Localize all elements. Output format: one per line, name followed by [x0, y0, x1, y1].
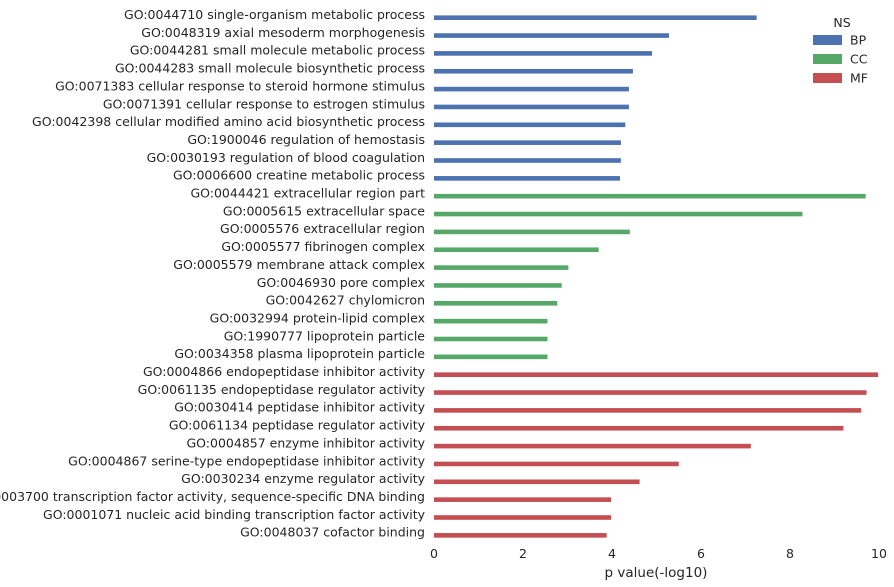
bar-20 — [434, 354, 548, 360]
category-label-5: GO:0071383 cellular response to steroid … — [55, 78, 425, 93]
legend-swatch-mf — [813, 73, 842, 83]
category-label-28: GO:0003700 transcription factor activity… — [0, 489, 425, 504]
legend-label-mf: MF — [850, 71, 868, 86]
legend-label-cc: CC — [850, 52, 868, 67]
category-label-1: GO:0044710 single-organism metabolic pro… — [124, 7, 425, 22]
bar-14 — [434, 247, 599, 253]
category-label-2: GO:0048319 axial mesoderm morphogenesis — [141, 25, 425, 40]
legend: NS BP CC MF — [813, 15, 868, 86]
legend-swatch-cc — [813, 54, 842, 64]
bar-4 — [434, 68, 633, 74]
bar-25 — [434, 443, 751, 449]
category-label-25: GO:0004857 enzyme inhibitor activity — [186, 435, 425, 450]
category-label-27: GO:0030234 enzyme regulator activity — [181, 471, 425, 486]
legend-entries-group: BP CC MF — [813, 33, 868, 86]
category-label-17: GO:0042627 chylomicron — [266, 293, 425, 308]
x-tick-label-1: 0 — [430, 546, 438, 561]
category-label-23: GO:0030414 peptidase inhibitor activity — [174, 400, 425, 415]
x-tick-label-3: 4 — [608, 546, 616, 561]
category-label-7: GO:0042398 cellular modified amino acid … — [32, 114, 425, 129]
bar-22 — [434, 390, 867, 395]
bar-16 — [434, 283, 562, 288]
bars-group — [434, 15, 879, 538]
x-tick-label-6: 10 — [871, 546, 887, 561]
bar-18 — [434, 318, 548, 324]
bar-17 — [434, 301, 558, 306]
category-label-6: GO:0071391 cellular response to estrogen… — [103, 96, 425, 111]
x-axis-ticks-group: 0 2 4 6 8 10 — [430, 546, 887, 561]
x-tick-label-4: 6 — [697, 546, 705, 561]
bar-3 — [434, 51, 653, 56]
category-label-20: GO:0034358 plasma lipoprotein particle — [174, 346, 425, 361]
bar-9 — [434, 158, 621, 163]
category-label-9: GO:0030193 regulation of blood coagulati… — [147, 150, 425, 165]
legend-title: NS — [833, 15, 850, 30]
category-label-30: GO:0048037 cofactor binding — [240, 525, 425, 540]
category-label-16: GO:0046930 pore complex — [257, 275, 425, 290]
bar-27 — [434, 479, 640, 485]
bar-29 — [434, 515, 612, 520]
category-label-21: GO:0004866 endopeptidase inhibitor activ… — [143, 364, 426, 379]
bar-2 — [434, 33, 669, 38]
category-label-22: GO:0061135 endopeptidase regulator activ… — [138, 382, 426, 397]
x-tick-label-2: 2 — [519, 546, 527, 561]
x-tick-label-5: 8 — [786, 546, 794, 561]
bar-26 — [434, 461, 679, 467]
bar-13 — [434, 229, 630, 235]
category-label-13: GO:0005576 extracellular region — [220, 221, 425, 236]
category-label-10: GO:0006600 creatine metabolic process — [173, 168, 425, 183]
category-label-12: GO:0005615 extracellular space — [223, 203, 425, 218]
bar-12 — [434, 211, 803, 217]
category-label-14: GO:0005577 fibrinogen complex — [221, 239, 425, 254]
category-label-11: GO:0044421 extracellular region part — [190, 186, 425, 201]
bar-10 — [434, 176, 621, 181]
legend-label-bp: BP — [850, 33, 867, 48]
category-label-15: GO:0005579 membrane attack complex — [173, 257, 425, 272]
category-label-19: GO:1990777 lipoprotein particle — [224, 328, 426, 343]
bar-24 — [434, 425, 844, 431]
category-label-29: GO:0001071 nucleic acid binding transcri… — [43, 507, 426, 522]
bar-8 — [434, 140, 621, 145]
category-label-8: GO:1900046 regulation of hemostasis — [187, 132, 425, 147]
category-label-4: GO:0044283 small molecule biosynthetic p… — [115, 61, 425, 76]
bar-5 — [434, 86, 629, 92]
category-label-24: GO:0061134 peptidase regulator activity — [169, 418, 426, 433]
bar-28 — [434, 497, 612, 502]
bar-21 — [434, 372, 879, 377]
x-axis-title: p value(-log10) — [605, 565, 708, 581]
bar-30 — [434, 533, 607, 538]
bar-7 — [434, 122, 626, 128]
bar-6 — [434, 104, 629, 110]
bar-1 — [434, 15, 757, 20]
bar-15 — [434, 265, 569, 270]
category-label-3: GO:0044281 small molecule metabolic proc… — [130, 43, 425, 58]
category-label-18: GO:0032994 protein-lipid complex — [210, 310, 425, 325]
bar-19 — [434, 336, 548, 342]
bar-11 — [434, 193, 866, 199]
bar-23 — [434, 408, 862, 413]
category-labels-group: GO:0044710 single-organism metabolic pro… — [0, 7, 426, 540]
legend-swatch-bp — [813, 35, 842, 45]
category-label-26: GO:0004867 serine-type endopeptidase inh… — [68, 453, 425, 468]
